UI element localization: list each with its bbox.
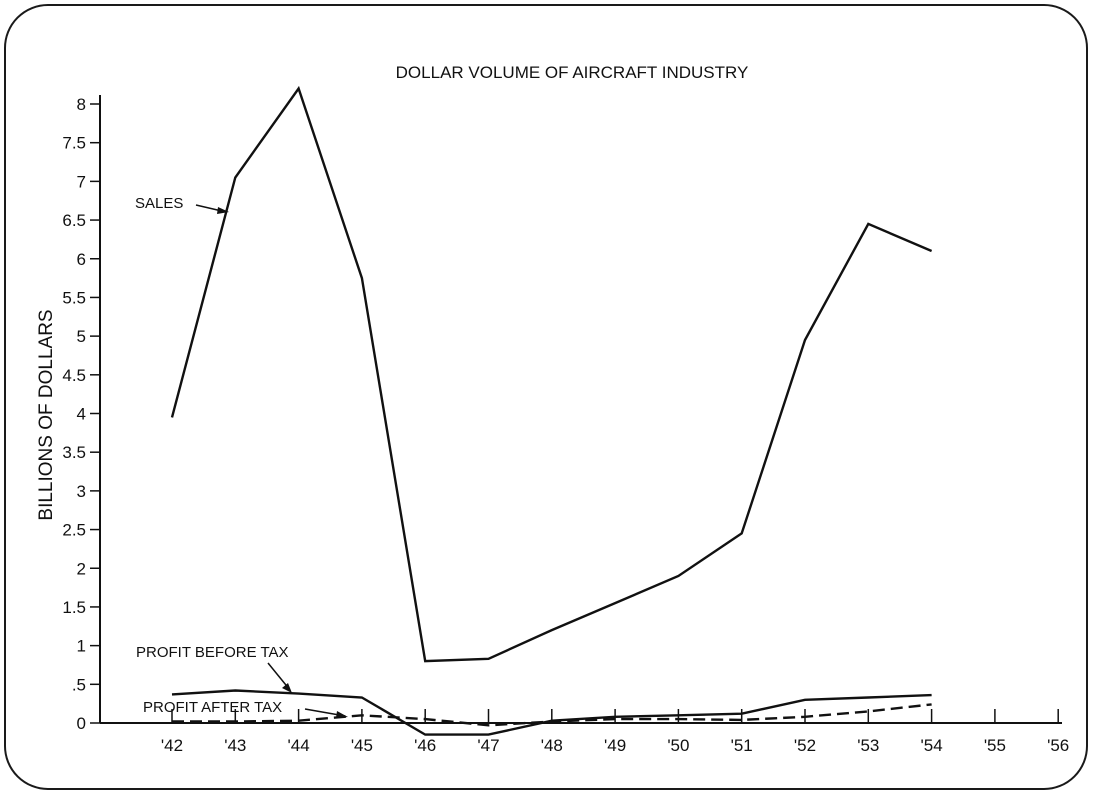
y-tick-label: 6 [77, 250, 86, 269]
x-tick-label: '55 [984, 736, 1006, 755]
profit-after-tax-annotation: PROFIT AFTER TAX [143, 699, 282, 716]
y-tick-label: 1.5 [62, 598, 86, 617]
x-tick-label: '49 [604, 736, 626, 755]
y-tick-label: .5 [72, 675, 86, 694]
x-tick-label: '45 [351, 736, 373, 755]
x-tick-label: '56 [1047, 736, 1069, 755]
sales-annotation: SALES [135, 195, 183, 212]
x-tick-label: '43 [224, 736, 246, 755]
x-tick-label: '44 [288, 736, 310, 755]
series-annotations: SALES PROFIT BEFORE TAX PROFIT AFTER TAX [135, 195, 348, 718]
x-tick-label: '53 [857, 736, 879, 755]
x-tick-label: '51 [731, 736, 753, 755]
y-tick-label: 3.5 [62, 443, 86, 462]
x-tick-label: '52 [794, 736, 816, 755]
chart-frame [4, 4, 1088, 790]
series-line-sales [170, 85, 933, 663]
y-tick-label: 2 [77, 559, 86, 578]
x-tick-label: '46 [414, 736, 436, 755]
y-tick-label: 4 [77, 405, 86, 424]
x-axis-ticks: '42 '43 '44 '45 '46 '47 '48 '49 '50 '51 '52 '53 '54 '… [161, 709, 1069, 755]
x-tick-label: '42 [161, 736, 183, 755]
y-tick-label: 4.5 [62, 366, 86, 385]
y-tick-label: 6.5 [62, 211, 86, 230]
y-tick-label: 0 [77, 714, 86, 733]
x-tick-label: '48 [541, 736, 563, 755]
series-lines [170, 85, 933, 736]
axes [99, 95, 1062, 724]
y-axis-ticks: 0 .5 1 1.5 2 2.5 3 3.5 4 4.5 5 5.5 6 6.5 7 7.5 8 [62, 95, 100, 733]
chart-title: DOLLAR VOLUME OF AIRCRAFT INDUSTRY [396, 63, 749, 82]
x-tick-label: '47 [477, 736, 499, 755]
y-tick-label: 2.5 [62, 521, 86, 540]
x-tick-label: '50 [667, 736, 689, 755]
y-tick-label: 8 [77, 95, 86, 114]
y-tick-label: 1 [77, 637, 86, 656]
profit-before-tax-arrowhead [282, 683, 292, 693]
y-tick-label: 5 [77, 327, 86, 346]
profit-after-tax-arrowhead [336, 711, 348, 718]
y-tick-label: 3 [77, 482, 86, 501]
y-axis-label: BILLIONS OF DOLLARS [36, 309, 57, 520]
y-tick-label: 7 [77, 172, 86, 191]
y-tick-label: 5.5 [62, 288, 86, 307]
profit-before-tax-annotation: PROFIT BEFORE TAX [136, 644, 289, 661]
x-tick-label: '54 [921, 736, 943, 755]
sales-arrowhead [217, 207, 229, 214]
y-tick-label: 7.5 [62, 134, 86, 153]
